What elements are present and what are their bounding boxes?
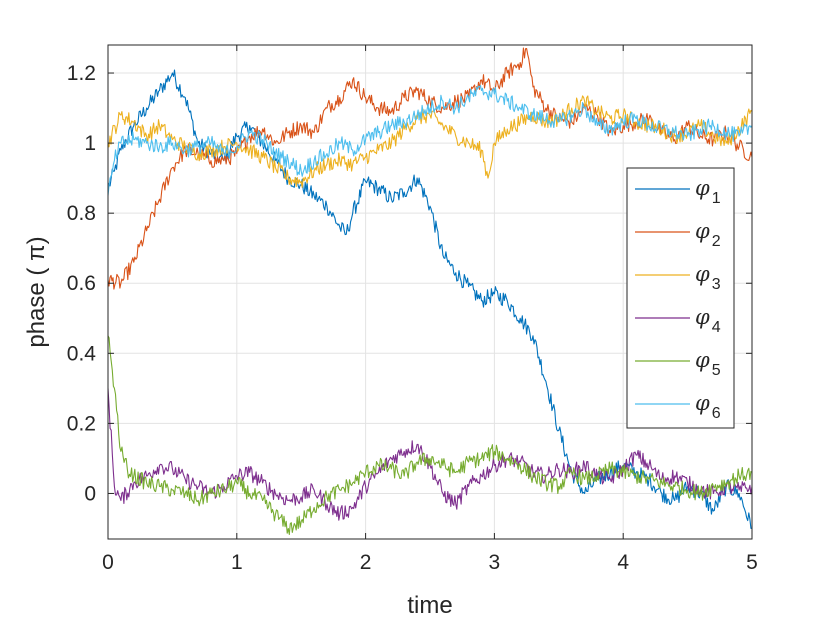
x-tick-label: 4 <box>617 551 629 574</box>
y-tick-label: 0.2 <box>67 412 96 435</box>
x-tick-label: 1 <box>231 551 243 574</box>
plot-area <box>108 47 752 535</box>
y-tick-labels: 0 0.2 0.4 0.6 0.8 1 1.2 <box>67 62 97 505</box>
legend: φ 1φ 2φ 3φ 4φ 5φ 6 <box>626 167 735 429</box>
series-line-phi5 <box>108 335 752 535</box>
legend-box <box>626 167 735 429</box>
x-tick-label: 3 <box>489 551 501 574</box>
y-tick-label: 0 <box>84 482 96 505</box>
x-axis-label: time <box>407 592 452 619</box>
x-tick-labels: 0 1 2 3 4 5 <box>102 551 758 574</box>
y-tick-label: 0.4 <box>67 342 97 365</box>
y-tick-label: 0.6 <box>67 272 96 295</box>
x-tick-label: 2 <box>360 551 372 574</box>
y-tick-label: 1 <box>84 132 96 155</box>
tick-marks <box>107 45 753 539</box>
y-tick-label: 1.2 <box>67 62 96 85</box>
axes-box <box>107 44 753 540</box>
series-line-phi6 <box>108 85 752 196</box>
x-tick-label: 5 <box>746 551 758 574</box>
y-axis-label: phase ( π) <box>23 236 50 347</box>
x-tick-label: 0 <box>102 551 114 574</box>
y-tick-label: 0.8 <box>67 202 96 225</box>
